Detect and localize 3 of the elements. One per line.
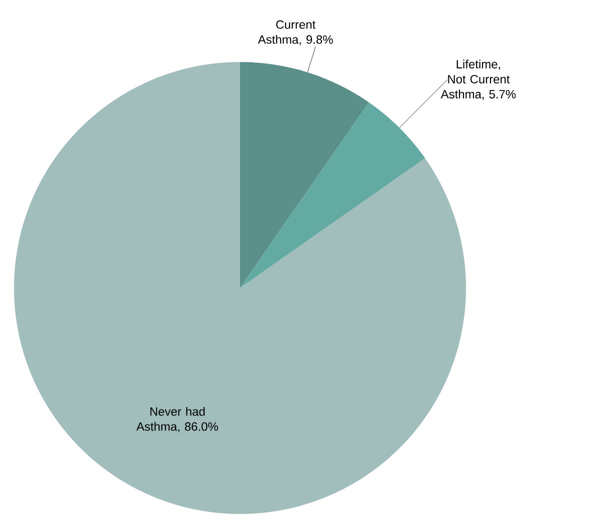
slice-label: Lifetime, Not Current Asthma, 5.7% bbox=[440, 60, 516, 100]
slice-label: Never had Asthma, 86.0% bbox=[136, 406, 218, 432]
slice-label: Current Asthma, 9.8% bbox=[258, 20, 333, 46]
